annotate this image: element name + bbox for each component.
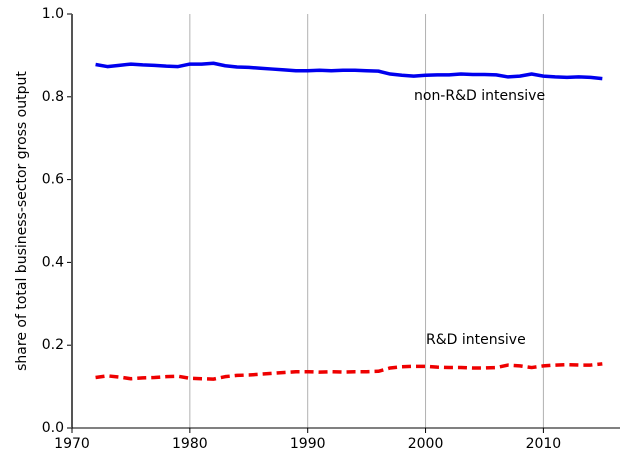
series-label: non-R&D intensive — [414, 88, 545, 104]
y-tick-label: 0.6 — [42, 172, 64, 188]
y-tick-label: 0.4 — [42, 254, 64, 270]
x-tick-label: 1970 — [54, 436, 90, 452]
x-tick-label: 2000 — [408, 436, 444, 452]
x-tick-label: 2010 — [526, 436, 562, 452]
series-line — [95, 362, 603, 381]
x-tick-label: 1980 — [172, 436, 208, 452]
y-axis-label: share of total business-sector gross out… — [14, 71, 30, 371]
y-tick-label: 0.2 — [42, 337, 64, 353]
y-tick-label: 0.0 — [42, 420, 64, 436]
y-tick-label: 1.0 — [42, 6, 64, 22]
series-label: R&D intensive — [426, 332, 526, 348]
x-tick-label: 1990 — [290, 436, 326, 452]
y-tick-label: 0.8 — [42, 89, 64, 105]
series-line — [95, 61, 603, 81]
